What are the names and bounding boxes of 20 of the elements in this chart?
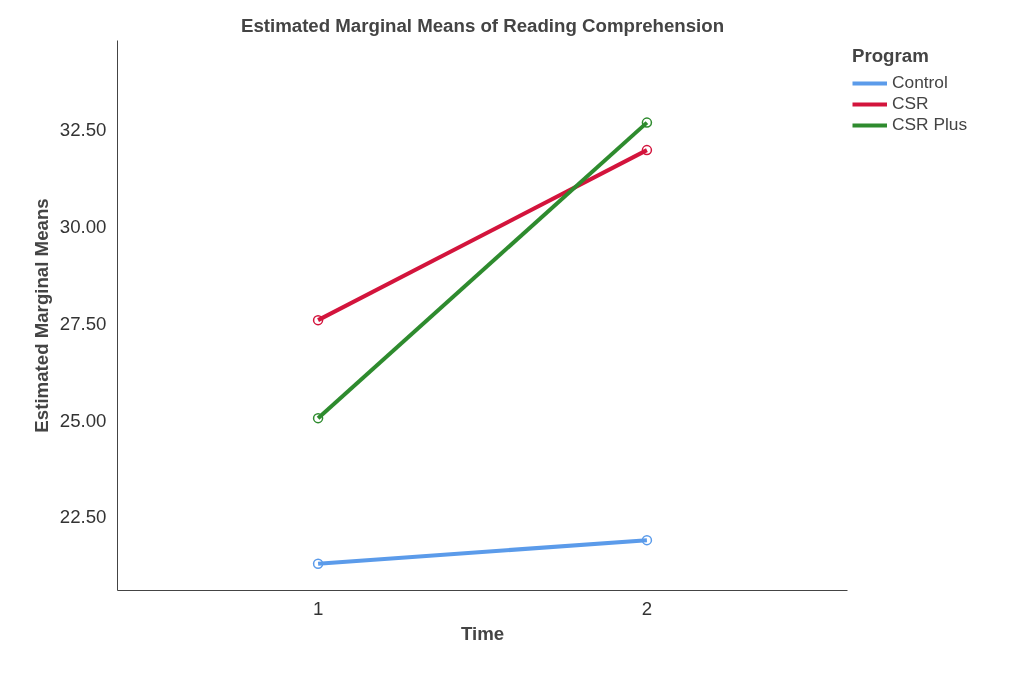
legend-title: Program bbox=[852, 45, 930, 67]
y-tick-label: 32.50 bbox=[59, 119, 107, 141]
point bbox=[641, 117, 653, 128]
x-axis-title: Time bbox=[460, 622, 505, 644]
x-tick-label: 1 bbox=[312, 597, 324, 619]
point bbox=[312, 412, 324, 424]
y-tick-label: 30.00 bbox=[59, 215, 107, 237]
chart-title: Estimated Marginal Means of Reading Comprehension bbox=[240, 14, 725, 36]
point bbox=[641, 144, 653, 156]
point bbox=[641, 534, 653, 546]
point bbox=[312, 314, 324, 326]
legend-label: Control bbox=[892, 72, 948, 93]
legend-label: CSR Plus bbox=[892, 114, 968, 135]
y-tick-label: 27.50 bbox=[59, 312, 107, 334]
legend-label: CSR bbox=[892, 93, 929, 114]
y-tick-label: 25.00 bbox=[59, 409, 107, 431]
x-tick-label: 2 bbox=[641, 597, 653, 619]
point bbox=[312, 558, 324, 570]
y-tick-label: 22.50 bbox=[59, 506, 107, 528]
y-axis-title: Estimated Marginal Means bbox=[30, 198, 52, 433]
